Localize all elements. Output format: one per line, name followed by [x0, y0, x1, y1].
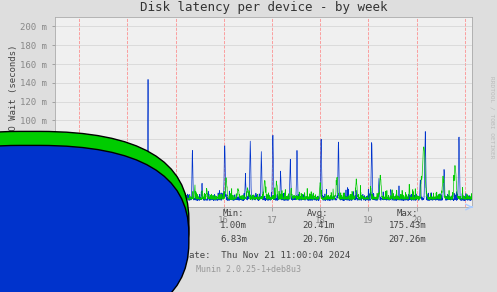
Text: Last update:  Thu Nov 21 11:00:04 2024: Last update: Thu Nov 21 11:00:04 2024 — [147, 251, 350, 260]
Text: Max:: Max: — [397, 208, 418, 218]
Text: 1.00m: 1.00m — [220, 220, 247, 230]
Text: RRDTOOL / TOBI OETIKER: RRDTOOL / TOBI OETIKER — [490, 76, 495, 158]
Text: Munin 2.0.25-1+deb8u3: Munin 2.0.25-1+deb8u3 — [196, 265, 301, 274]
Text: 175.43m: 175.43m — [389, 220, 426, 230]
Text: 17.80m: 17.80m — [133, 234, 165, 244]
Text: sdb: sdb — [50, 234, 66, 244]
Text: Avg:: Avg: — [307, 208, 329, 218]
Text: sda: sda — [50, 220, 66, 230]
Text: 20.41m: 20.41m — [302, 220, 334, 230]
Text: Cur:: Cur: — [138, 208, 160, 218]
Text: Min:: Min: — [223, 208, 245, 218]
Y-axis label: Average IO Wait (seconds): Average IO Wait (seconds) — [9, 45, 18, 179]
Title: Disk latency per device - by week: Disk latency per device - by week — [140, 1, 387, 14]
Text: 20.76m: 20.76m — [302, 234, 334, 244]
Text: 207.26m: 207.26m — [389, 234, 426, 244]
Text: 15.99m: 15.99m — [133, 220, 165, 230]
Text: 6.83m: 6.83m — [220, 234, 247, 244]
